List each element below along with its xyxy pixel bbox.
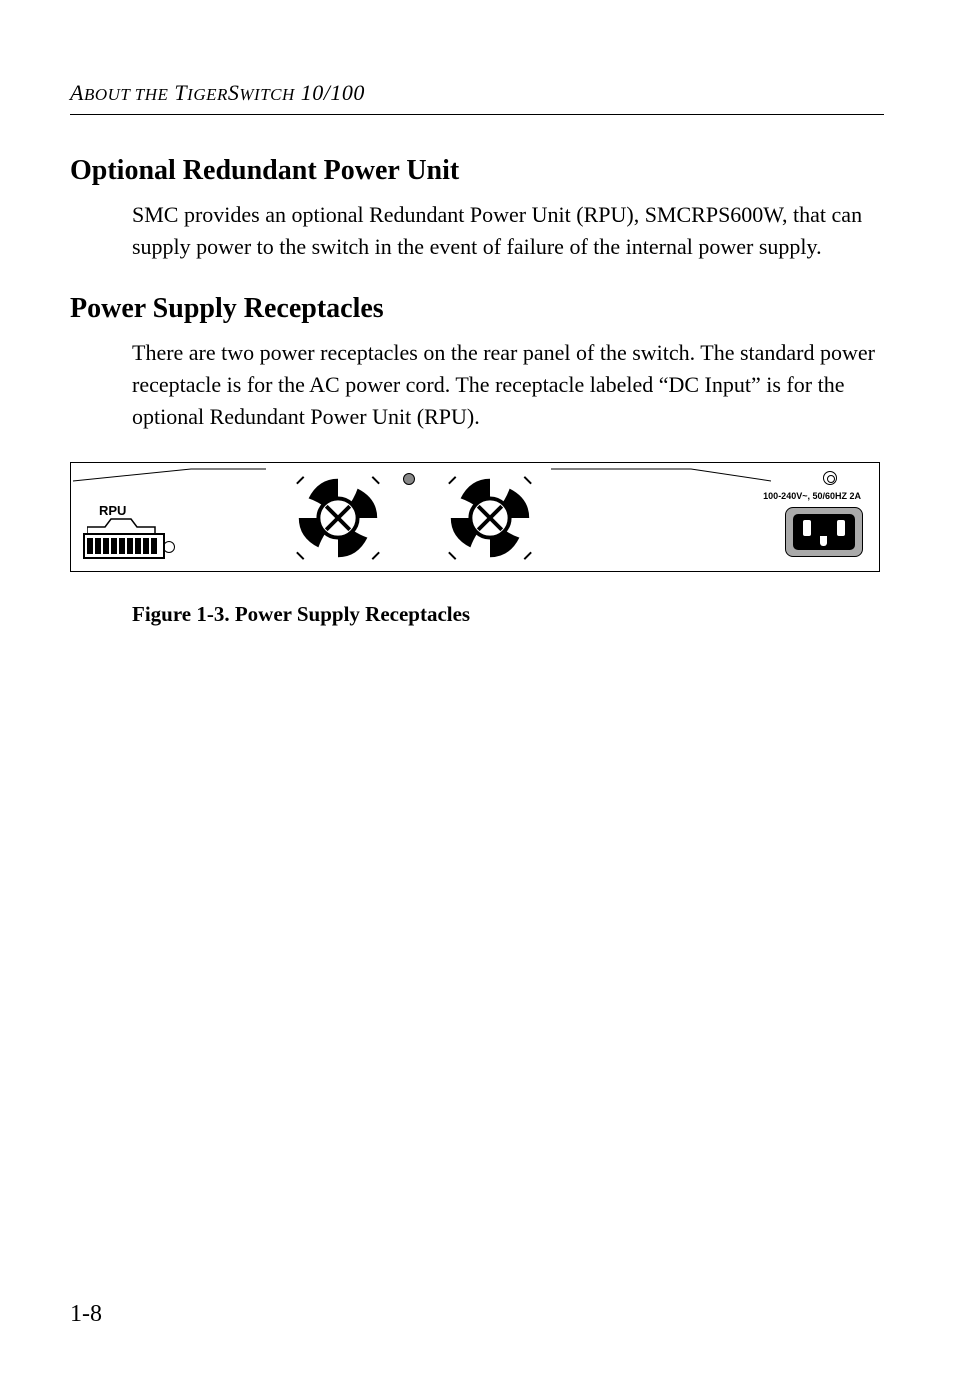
rpu-pin <box>103 538 109 554</box>
fan-icon <box>289 469 387 567</box>
rpu-pin <box>87 538 93 554</box>
ac-prong <box>837 520 845 536</box>
ac-receptacle <box>785 507 863 557</box>
fan-icon <box>441 469 539 567</box>
rpu-pin <box>135 538 141 554</box>
rpu-pin <box>111 538 117 554</box>
rpu-pin <box>127 538 133 554</box>
screw-icon <box>403 473 415 485</box>
body-psu-receptacles: There are two power receptacles on the r… <box>132 337 884 433</box>
ac-prong <box>803 520 811 536</box>
figure-rear-panel: RPU <box>70 462 884 627</box>
running-header-text: ABOUT THE TIGERSWITCH 10/100 <box>70 80 365 105</box>
ac-prong <box>820 536 827 546</box>
heading-optional-rpu: Optional Redundant Power Unit <box>70 155 884 187</box>
ac-socket <box>793 514 855 550</box>
running-header: ABOUT THE TIGERSWITCH 10/100 <box>70 80 884 106</box>
rpu-pin <box>151 538 157 554</box>
rpu-pin <box>143 538 149 554</box>
heading-psu-receptacles: Power Supply Receptacles <box>70 293 884 325</box>
rpu-connector <box>83 533 165 559</box>
figure-caption: Figure 1-3. Power Supply Receptacles <box>132 602 884 627</box>
header-rule <box>70 114 884 115</box>
rpu-pin <box>95 538 101 554</box>
voltage-label: 100-240V~, 50/60HZ 2A <box>763 491 861 501</box>
rpu-screw-icon <box>163 541 175 553</box>
body-optional-rpu: SMC provides an optional Redundant Power… <box>132 199 884 263</box>
rpu-pin <box>119 538 125 554</box>
rear-panel-diagram: RPU <box>70 462 880 572</box>
page-number: 1-8 <box>70 1301 102 1328</box>
rpu-label: RPU <box>99 503 126 518</box>
